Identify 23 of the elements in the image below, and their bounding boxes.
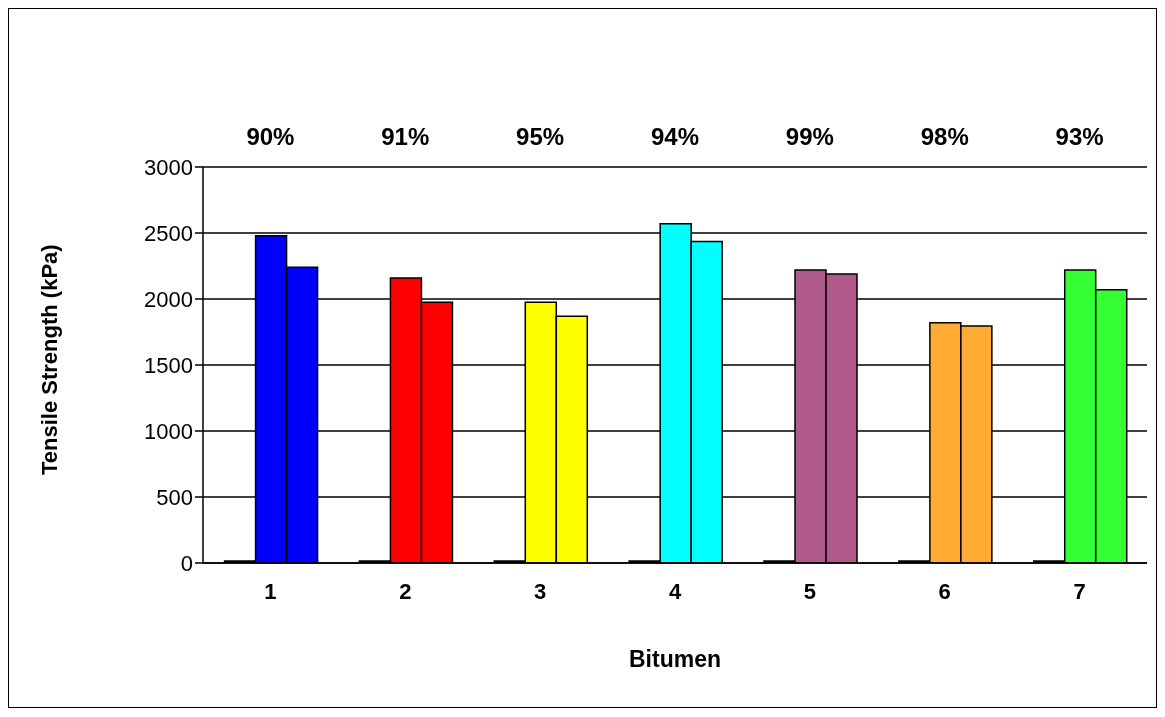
- y-axis-title: Tensile Strength (kPa): [36, 244, 62, 475]
- text: 91%: [381, 123, 430, 150]
- y-tick-label: 1000: [144, 418, 193, 444]
- x-tick-label: 4: [668, 578, 682, 604]
- x-tick-label: 1: [264, 578, 277, 604]
- y-tick-label: 2500: [144, 220, 193, 246]
- y-tick-label: 500: [156, 484, 193, 510]
- x-tick-label: 5: [803, 578, 816, 604]
- x-tick-label: 2: [399, 578, 412, 604]
- text: 90%: [246, 123, 295, 150]
- text: 98%: [920, 123, 969, 150]
- x-tick-label: 3: [534, 578, 547, 604]
- text: 95%: [516, 123, 565, 150]
- text: 93%: [1055, 123, 1104, 150]
- x-tick-label: 6: [938, 578, 951, 604]
- x-axis-title: Bitumen: [629, 646, 721, 672]
- y-tick-label: 0: [180, 550, 193, 576]
- y-tick-label: 3000: [144, 154, 193, 180]
- text: 99%: [785, 123, 834, 150]
- x-tick-label: 7: [1073, 578, 1086, 604]
- y-tick-label: 2000: [144, 286, 193, 312]
- text: 94%: [650, 123, 700, 150]
- y-tick-label: 1500: [144, 352, 193, 378]
